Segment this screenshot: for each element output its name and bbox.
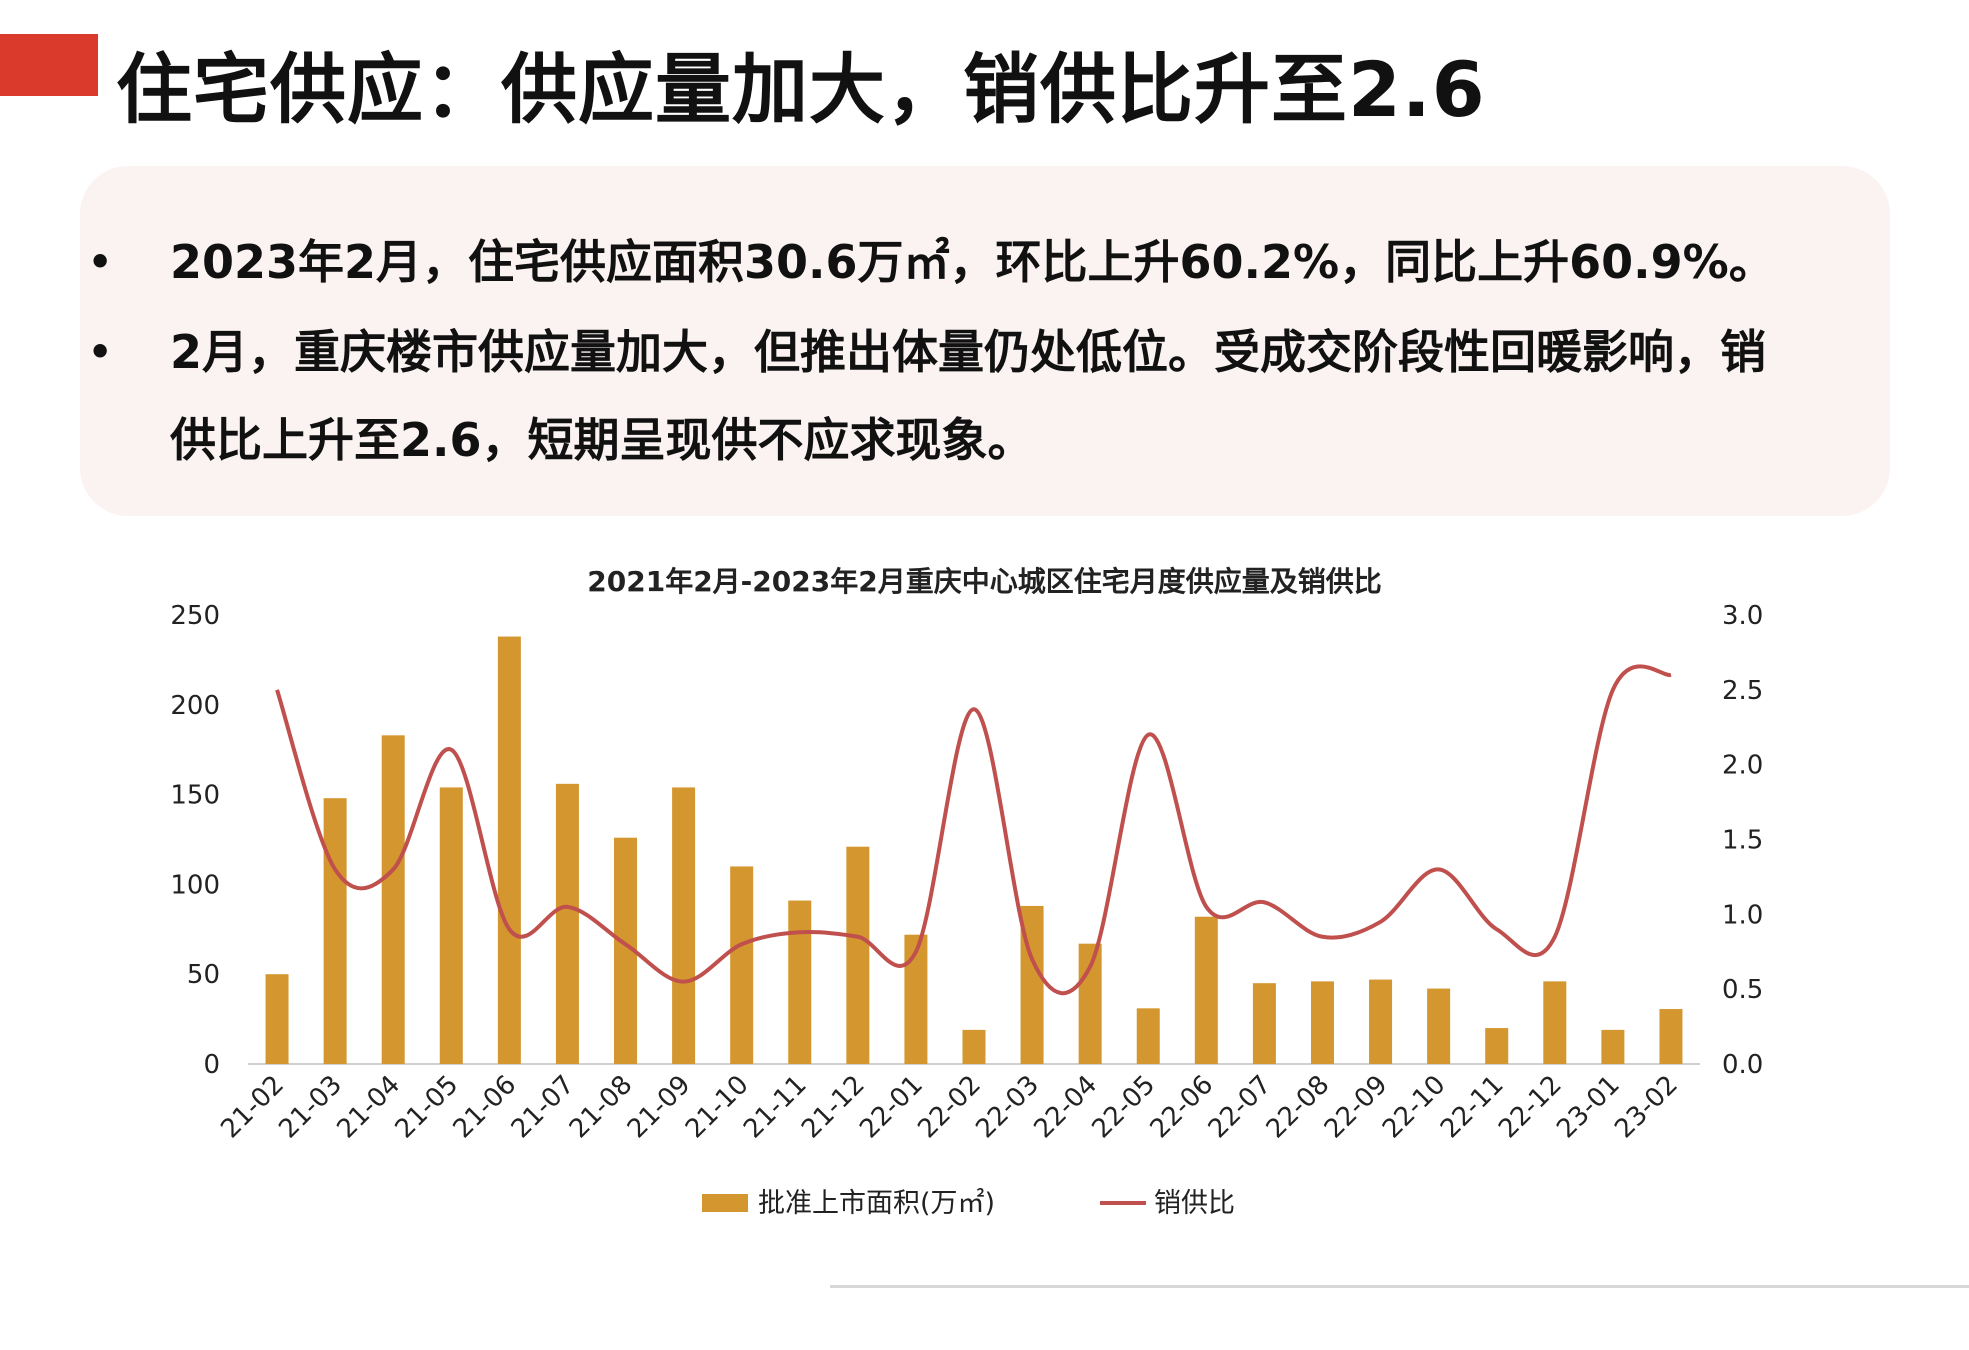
- bar-22-04: [1078, 943, 1102, 1064]
- bar-21-02: [265, 974, 289, 1064]
- y-right-tick-label: 1.5: [1722, 826, 1763, 856]
- bar-21-05: [439, 787, 463, 1064]
- legend-bar-swatch: [702, 1194, 748, 1212]
- y-right-tick-label: 1.0: [1722, 900, 1763, 930]
- x-tick-label: 21-08: [564, 1070, 639, 1145]
- x-tick-label: 21-07: [506, 1070, 581, 1145]
- x-tick-label: 23-01: [1551, 1070, 1626, 1145]
- x-tick-label: 21-11: [738, 1070, 813, 1145]
- bar-21-10: [730, 866, 754, 1064]
- bullet-dot: •: [88, 240, 113, 284]
- bar-21-03: [323, 798, 347, 1064]
- summary-bullet-text: 2月，重庆楼市供应量加大，但推出体量仍处低位。受成交阶段性回暖影响，销供比上升至…: [170, 325, 1767, 467]
- bar-21-11: [788, 900, 812, 1064]
- footer-divider: [830, 1285, 1969, 1288]
- bar-23-02: [1659, 1009, 1683, 1064]
- x-tick-label: 22-09: [1319, 1070, 1394, 1145]
- legend-bar-label: 批准上市面积(万㎡): [758, 1188, 995, 1219]
- y-right-tick-label: 2.0: [1722, 751, 1763, 781]
- bar-22-05: [1136, 1008, 1160, 1064]
- bar-22-12: [1543, 981, 1567, 1064]
- bar-22-08: [1310, 981, 1334, 1064]
- bar-22-09: [1369, 979, 1393, 1064]
- x-tick-label: 22-04: [1028, 1070, 1103, 1145]
- x-tick-label: 21-02: [215, 1070, 290, 1145]
- legend-line-label: 销供比: [1154, 1188, 1235, 1219]
- y-right-tick-label: 2.5: [1722, 676, 1763, 706]
- x-tick-label: 21-04: [332, 1070, 407, 1145]
- bar-23-01: [1601, 1029, 1625, 1064]
- y-left-tick-label: 0: [203, 1050, 220, 1080]
- page-title: 住宅供应：供应量加大，销供比升至2.6: [116, 45, 1486, 134]
- summary-bullet-2: • 2月，重庆楼市供应量加大，但推出体量仍处低位。受成交阶段性回暖影响，销供比上…: [88, 308, 1790, 484]
- x-tick-label: 22-06: [1145, 1070, 1220, 1145]
- y-left-tick-label: 200: [170, 691, 220, 721]
- bullet-dot: •: [88, 330, 113, 374]
- y-left-tick-label: 150: [170, 781, 220, 811]
- bar-22-06: [1194, 916, 1218, 1064]
- x-tick-label: 21-03: [273, 1070, 348, 1145]
- bar-21-07: [555, 783, 579, 1064]
- x-tick-label: 21-06: [448, 1070, 523, 1145]
- title-accent-bar: [0, 34, 98, 96]
- bar-22-11: [1485, 1028, 1509, 1064]
- x-tick-label: 22-02: [912, 1070, 987, 1145]
- y-right-tick-label: 3.0: [1722, 601, 1763, 631]
- x-tick-label: 22-01: [854, 1070, 929, 1145]
- x-tick-label: 23-02: [1609, 1070, 1684, 1145]
- bar-22-07: [1252, 983, 1276, 1064]
- bar-21-09: [672, 787, 696, 1064]
- bar-21-12: [846, 846, 870, 1064]
- y-left-tick-label: 50: [187, 960, 220, 990]
- y-right-tick-label: 0.0: [1722, 1050, 1763, 1080]
- summary-bullet-text: 2023年2月，住宅供应面积30.6万㎡，环比上升60.2%，同比上升60.9%…: [170, 235, 1775, 289]
- x-tick-label: 22-11: [1435, 1070, 1510, 1145]
- chart-title: 2021年2月-2023年2月重庆中心城区住宅月度供应量及销供比: [587, 565, 1382, 598]
- x-tick-label: 21-10: [680, 1070, 755, 1145]
- y-right-tick-label: 0.5: [1722, 975, 1763, 1005]
- x-tick-label: 22-08: [1261, 1070, 1336, 1145]
- bar-22-01: [904, 934, 928, 1064]
- bar-21-08: [614, 837, 638, 1064]
- summary-panel: [80, 166, 1890, 516]
- x-tick-label: 21-12: [796, 1070, 871, 1145]
- x-tick-label: 21-09: [622, 1070, 697, 1145]
- y-left-tick-label: 100: [170, 870, 220, 900]
- x-tick-label: 22-10: [1377, 1070, 1452, 1145]
- summary-bullet-1: • 2023年2月，住宅供应面积30.6万㎡，环比上升60.2%，同比上升60.…: [88, 218, 1790, 306]
- x-tick-label: 22-07: [1203, 1070, 1278, 1145]
- bar-22-10: [1427, 988, 1451, 1064]
- ratio-line: [275, 664, 1672, 996]
- bar-22-02: [962, 1029, 986, 1064]
- x-tick-label: 22-12: [1493, 1070, 1568, 1145]
- x-tick-label: 22-05: [1087, 1070, 1162, 1145]
- combo-chart: 0 50 100 150 200 250 0.0 0.5 1.0 1.5 2.0 2.5 3.0 21-0…: [170, 601, 1763, 1219]
- x-tick-label: 22-03: [970, 1070, 1045, 1145]
- bar-21-04: [381, 735, 405, 1064]
- bar-21-06: [497, 636, 521, 1064]
- y-left-tick-label: 250: [170, 601, 220, 631]
- x-tick-label: 21-05: [390, 1070, 465, 1145]
